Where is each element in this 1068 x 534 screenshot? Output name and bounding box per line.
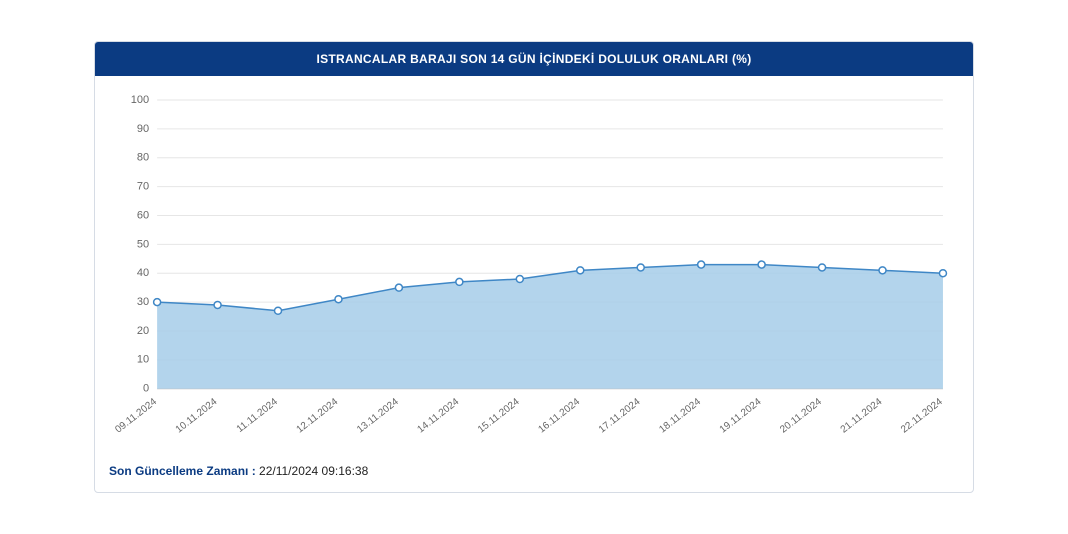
x-axis-label: 15.11.2024 — [476, 396, 522, 435]
x-axis-label: 09.11.2024 — [113, 396, 159, 435]
last-update-value: 22/11/2024 09:16:38 — [259, 464, 368, 478]
data-point — [879, 266, 886, 273]
x-axis-label: 10.11.2024 — [174, 396, 220, 435]
chart-card: ISTRANCALAR BARAJI SON 14 GÜN İÇİNDEKİ D… — [94, 41, 974, 494]
y-axis-label: 40 — [137, 267, 149, 279]
last-update-label: Son Güncelleme Zamanı : — [109, 464, 256, 478]
data-point — [516, 275, 523, 282]
data-point — [819, 264, 826, 271]
x-axis-label: 20.11.2024 — [778, 396, 824, 435]
x-axis-label: 14.11.2024 — [416, 396, 462, 435]
x-axis-label: 11.11.2024 — [235, 396, 280, 435]
data-point — [698, 261, 705, 268]
y-axis-label: 30 — [137, 296, 149, 308]
y-axis-label: 10 — [137, 353, 149, 365]
data-point — [456, 278, 463, 285]
data-point — [214, 301, 221, 308]
x-axis-label: 13.11.2024 — [355, 396, 401, 435]
data-point — [939, 269, 946, 276]
area-chart-svg: 0 10 20 30 40 50 60 70 80 90 100 09.11.2024 10.11.20… — [113, 90, 955, 451]
data-point — [154, 298, 161, 305]
chart-footer: Son Güncelleme Zamanı : 22/11/2024 09:16… — [95, 456, 973, 492]
y-axis-label: 90 — [137, 122, 149, 134]
x-axis-label: 21.11.2024 — [839, 396, 885, 435]
x-axis-label: 19.11.2024 — [718, 396, 764, 435]
y-axis-label: 70 — [137, 180, 149, 192]
y-axis-label: 0 — [143, 382, 149, 394]
chart-area-fill — [157, 264, 943, 388]
x-axis-label: 12.11.2024 — [295, 396, 341, 435]
y-axis-label: 20 — [137, 324, 149, 336]
x-axis-label: 18.11.2024 — [657, 396, 703, 435]
data-point — [395, 284, 402, 291]
data-point — [335, 295, 342, 302]
x-axis-label: 17.11.2024 — [597, 396, 643, 435]
x-axis-label: 22.11.2024 — [899, 396, 945, 435]
x-axis-label: 16.11.2024 — [536, 396, 582, 435]
y-axis-label: 60 — [137, 209, 149, 221]
data-point — [637, 264, 644, 271]
y-axis-label: 50 — [137, 238, 149, 250]
chart-title: ISTRANCALAR BARAJI SON 14 GÜN İÇİNDEKİ D… — [95, 42, 973, 76]
data-point — [577, 266, 584, 273]
y-axis-label: 80 — [137, 151, 149, 163]
data-point — [758, 261, 765, 268]
chart-plot-area: 0 10 20 30 40 50 60 70 80 90 100 09.11.2024 10.11.20… — [95, 76, 973, 457]
y-axis-label: 100 — [131, 94, 149, 106]
data-point — [275, 307, 282, 314]
